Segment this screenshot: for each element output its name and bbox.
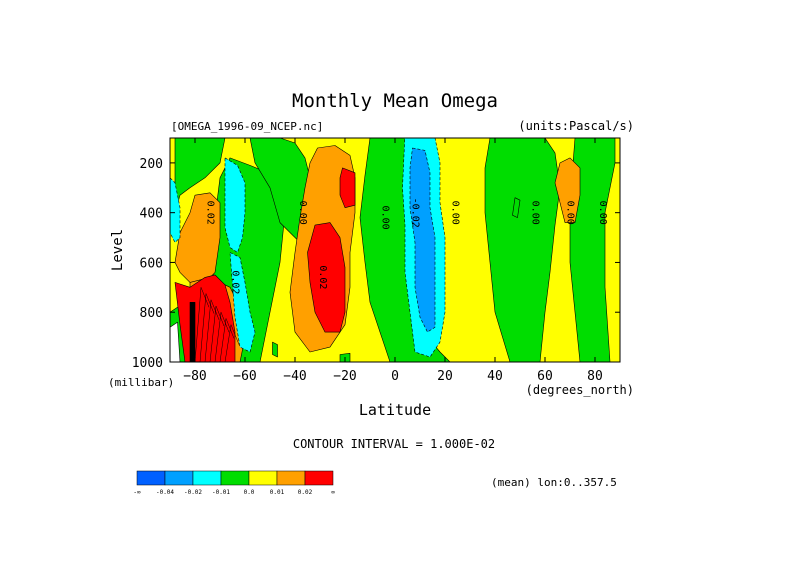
- contour-region-20: [512, 197, 521, 218]
- contour-label-6: 0.00: [450, 201, 461, 225]
- colorbar-label: ∞: [331, 489, 335, 496]
- colorbar-label: -∞: [133, 489, 141, 496]
- contour-region-21: [272, 341, 278, 358]
- colorbar-swatch: [276, 470, 306, 486]
- contour-region-6: [569, 138, 616, 362]
- y-axis-units: (millibar): [108, 376, 174, 389]
- contour-line: [204, 299, 220, 362]
- colorbar-label: 0.0: [244, 489, 255, 496]
- contour-line: [224, 323, 240, 362]
- contour-region-19: [409, 147, 436, 333]
- y-tick-label: 200: [140, 157, 163, 172]
- contour-region-5: [484, 138, 561, 362]
- colorbar-label: -0.04: [156, 489, 174, 496]
- y-axis-label: Level: [110, 229, 126, 271]
- contour-label-1: 0.02: [230, 270, 241, 294]
- y-tick-label: 800: [140, 306, 163, 321]
- x-axis-ticks: −80 −60 −40 −20 0 20 40 60 80: [183, 138, 603, 384]
- x-tick-label: −20: [333, 369, 356, 384]
- contour-line: [214, 312, 230, 362]
- y-tick-label: 600: [140, 256, 163, 271]
- x-axis-label: Latitude: [359, 401, 431, 419]
- mean-longitude-text: (mean) lon:0..357.5: [491, 476, 617, 489]
- contour-label-3: 0.02: [317, 265, 328, 289]
- contour-region-13: [307, 222, 346, 333]
- x-axis-units: (degrees_north): [526, 383, 634, 397]
- contour-label-9: 0.00: [597, 201, 608, 225]
- colorbar-swatch: [192, 470, 222, 486]
- units-label: (units:Pascal/s): [518, 119, 634, 133]
- contour-label-0: 0.02: [205, 201, 216, 225]
- contour-line: [209, 305, 225, 362]
- contour-label-4: 0.00: [380, 206, 391, 230]
- x-tick-label: −80: [183, 369, 206, 384]
- colorbar-label: -0.02: [184, 489, 202, 496]
- contour-region-18: [170, 177, 181, 243]
- contour-label-8: 0.00: [565, 201, 576, 225]
- colorbar-swatch: [164, 470, 194, 486]
- colorbar-swatch: [304, 470, 334, 486]
- y-axis-ticks: 200 400 600 800 1000: [132, 157, 620, 371]
- colorbar-label: -0.01: [212, 489, 230, 496]
- x-tick-label: −40: [283, 369, 306, 384]
- x-tick-label: 0: [391, 369, 399, 384]
- chart-title: Monthly Mean Omega: [292, 90, 498, 112]
- contour-region-15: [224, 157, 246, 253]
- contour-line: [219, 317, 235, 362]
- contour-region-12: [339, 167, 356, 208]
- y-tick-label: 400: [140, 207, 163, 222]
- contour-label-7: 0.00: [530, 201, 541, 225]
- contour-region-24: [189, 301, 196, 362]
- colorbar-label: 0.02: [298, 489, 313, 496]
- file-label: [OMEGA_1996-09_NCEP.nc]: [171, 120, 323, 133]
- x-tick-label: 40: [487, 369, 503, 384]
- x-tick-label: −60: [233, 369, 256, 384]
- contour-region-16: [229, 252, 256, 353]
- contour-labels: 0.02 0.02 0.00 0.02 0.00 -0.02 0.00 0.00 0.00 0.0…: [205, 198, 609, 295]
- colorbar: -∞ -0.04 -0.02 -0.01 0.0 0.01 0.02 ∞: [133, 470, 335, 496]
- x-tick-label: 20: [437, 369, 453, 384]
- contour-line: [199, 293, 215, 362]
- contour-label-5: -0.02: [410, 198, 421, 228]
- contour-interval-text: CONTOUR INTERVAL = 1.000E-02: [293, 437, 495, 451]
- contour-line: [194, 287, 210, 362]
- y-tick-label: 1000: [132, 356, 163, 371]
- contour-fill-regions: [170, 138, 620, 362]
- colorbar-swatch: [220, 470, 250, 486]
- colorbar-swatch: [248, 470, 278, 486]
- x-tick-label: 80: [587, 369, 603, 384]
- contour-region-25: [170, 321, 181, 362]
- contour-label-2: 0.00: [297, 201, 308, 225]
- x-tick-label: 60: [537, 369, 553, 384]
- contour-region-11: [554, 157, 581, 223]
- colorbar-swatch: [136, 470, 166, 486]
- colorbar-label: 0.01: [270, 489, 285, 496]
